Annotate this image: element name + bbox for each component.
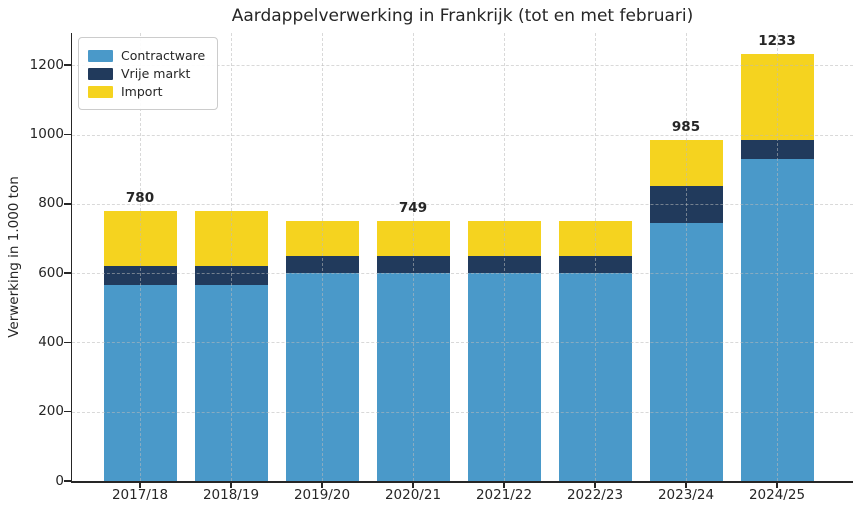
plot-area [72,33,853,482]
v-gridline [504,33,505,481]
y-tick-label: 600 [38,264,64,281]
legend-swatch [88,85,113,98]
bar-total-label: 780 [125,189,155,206]
x-tick-label: 2019/20 [293,487,351,503]
y-tick-label: 400 [38,333,64,350]
x-tick-label: 2020/21 [384,487,442,503]
v-gridline [686,33,687,481]
h-gridline [72,134,853,136]
legend-item: Vrije markt [88,66,205,81]
y-axis-spine [70,33,72,483]
y-tick-label: 0 [55,472,64,489]
h-gridline [72,411,853,413]
x-tick-mark [685,482,687,488]
x-tick-label: 2018/19 [202,487,260,503]
y-tick-mark [64,410,71,413]
h-gridline [72,273,853,275]
y-axis-label: Verwerking in 1.000 ton [6,176,22,338]
x-tick-label: 2017/18 [111,487,169,503]
y-tick-label: 1200 [29,56,64,73]
x-tick-mark [594,482,596,488]
x-tick-label: 2022/23 [566,487,624,503]
chart-title: Aardappelverwerking in Frankrijk (tot en… [231,6,694,26]
h-gridline [72,342,853,344]
y-tick-label: 200 [38,403,64,420]
y-tick-label: 800 [38,195,64,212]
legend-label: Vrije markt [121,66,191,81]
y-tick-label: 1000 [29,126,64,143]
legend-label: Import [121,84,163,99]
legend-swatch [88,49,113,62]
h-gridline [72,65,853,67]
y-tick-mark [64,203,71,205]
x-tick-mark [139,482,141,488]
x-tick-label: 2021/22 [475,487,533,503]
y-tick-mark [64,64,71,66]
legend-item: Contractware [88,48,205,63]
x-tick-mark [776,482,778,488]
y-tick-mark [64,133,71,136]
x-axis-spine [70,481,853,483]
bar-total-label: 749 [398,200,428,217]
legend: Contractware Vrije markt Import [78,37,219,110]
x-tick-mark [503,482,505,488]
legend-item: Import [88,84,205,99]
x-tick-mark [412,482,414,488]
v-gridline [413,33,414,481]
y-tick-mark [64,341,71,344]
legend-label: Contractware [121,48,206,63]
x-tick-label: 2023/24 [657,487,715,503]
x-tick-label: 2024/25 [748,487,806,503]
v-gridline [595,33,596,481]
bar-total-label: 1233 [758,32,796,49]
x-tick-mark [230,482,232,488]
h-gridline [72,203,853,205]
v-gridline [140,33,141,481]
y-tick-mark [64,480,71,482]
v-gridline [777,33,778,481]
legend-swatch [88,67,113,80]
v-gridline [322,33,323,481]
y-tick-mark [64,272,71,274]
v-gridline [231,33,232,481]
x-tick-mark [321,482,323,488]
bar-total-label: 985 [671,118,701,135]
